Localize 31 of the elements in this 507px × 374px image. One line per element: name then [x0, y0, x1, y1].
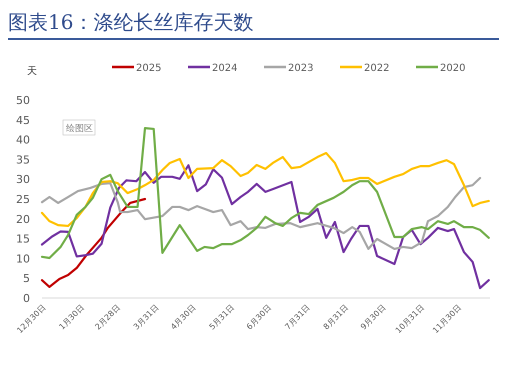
title: 图表16：涤纶长丝库存天数	[8, 6, 499, 40]
y-tick-label: 50	[16, 94, 30, 107]
y-tick-label: 5	[23, 272, 30, 286]
y-tick-label: 15	[16, 232, 30, 246]
legend-label: 2022	[364, 63, 390, 74]
legend-label: 2020	[440, 63, 466, 74]
y-axis-title: 天	[27, 66, 37, 77]
y-tick-label: 10	[16, 252, 30, 266]
x-tick-label: 11月30日	[431, 303, 464, 336]
x-tick-label: 1月30日	[57, 303, 86, 332]
annotation: 绘图区	[66, 123, 93, 134]
x-tick-label: 2月28日	[93, 303, 122, 332]
x-tick-label: 7月31日	[283, 303, 312, 332]
x-tick-label: 5月31日	[208, 303, 236, 332]
legend-label: 2024	[212, 63, 238, 74]
y-tick-label: 25	[16, 193, 30, 206]
y-tick-label: 20	[16, 212, 30, 226]
x-tick-label: 12月30日	[15, 303, 48, 336]
legend-label: 2025	[136, 63, 162, 74]
y-tick-label: 45	[16, 114, 30, 127]
y-tick-label: 0	[23, 292, 30, 305]
x-tick-label: 6月30日	[244, 303, 274, 332]
y-tick-label: 40	[16, 134, 30, 147]
legend-label: 2023	[288, 63, 314, 74]
x-tick-label: 10月31日	[394, 303, 426, 336]
x-tick-label: 8月31日	[322, 303, 350, 332]
x-tick-label: 3月31日	[132, 303, 160, 332]
x-tick-label: 9月30日	[358, 303, 388, 332]
x-tick-label: 4月30日	[169, 303, 198, 332]
y-tick-label: 35	[16, 153, 30, 166]
y-tick-label: 30	[16, 173, 30, 186]
